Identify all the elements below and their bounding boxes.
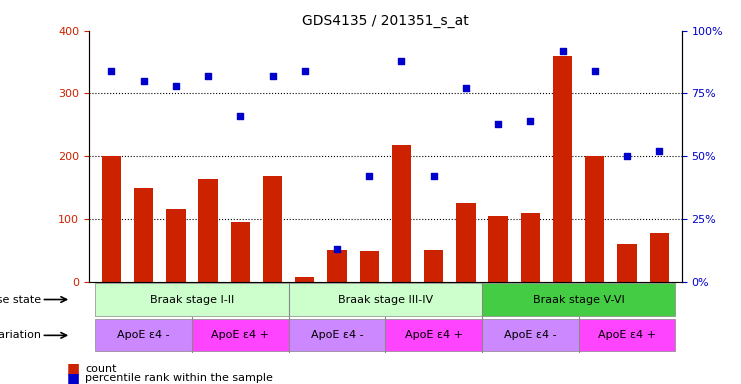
FancyBboxPatch shape bbox=[289, 283, 482, 316]
Text: ■: ■ bbox=[67, 362, 80, 376]
Text: ApoE ε4 +: ApoE ε4 + bbox=[211, 330, 269, 340]
Point bbox=[363, 173, 375, 179]
Point bbox=[396, 58, 408, 64]
FancyBboxPatch shape bbox=[579, 319, 675, 351]
Text: ApoE ε4 -: ApoE ε4 - bbox=[310, 330, 363, 340]
Point bbox=[525, 118, 536, 124]
Point bbox=[460, 85, 472, 91]
Text: Braak stage I-II: Braak stage I-II bbox=[150, 295, 234, 305]
Text: Braak stage V-VI: Braak stage V-VI bbox=[533, 295, 625, 305]
Text: Braak stage III-IV: Braak stage III-IV bbox=[338, 295, 433, 305]
FancyBboxPatch shape bbox=[482, 319, 579, 351]
Bar bbox=[392, 145, 411, 281]
Point bbox=[556, 48, 568, 54]
Bar bbox=[199, 179, 218, 281]
FancyBboxPatch shape bbox=[96, 319, 192, 351]
Point bbox=[267, 73, 279, 79]
Bar bbox=[166, 210, 185, 281]
Text: ApoE ε4 +: ApoE ε4 + bbox=[405, 330, 462, 340]
FancyBboxPatch shape bbox=[385, 319, 482, 351]
Bar bbox=[650, 233, 669, 281]
FancyBboxPatch shape bbox=[289, 319, 385, 351]
Point bbox=[331, 246, 343, 252]
Text: count: count bbox=[85, 364, 117, 374]
Point bbox=[589, 68, 601, 74]
Text: ApoE ε4 +: ApoE ε4 + bbox=[598, 330, 656, 340]
Bar bbox=[102, 156, 121, 281]
Bar bbox=[424, 250, 443, 281]
Bar bbox=[230, 222, 250, 281]
Point bbox=[428, 173, 439, 179]
Bar bbox=[585, 156, 605, 281]
Text: ■: ■ bbox=[67, 371, 80, 384]
Bar bbox=[488, 216, 508, 281]
Text: genotype/variation: genotype/variation bbox=[0, 330, 41, 340]
Bar bbox=[328, 250, 347, 281]
Bar bbox=[456, 203, 476, 281]
Point bbox=[299, 68, 310, 74]
Point bbox=[170, 83, 182, 89]
Bar bbox=[263, 176, 282, 281]
Bar bbox=[359, 252, 379, 281]
Text: disease state: disease state bbox=[0, 295, 41, 305]
Point bbox=[138, 78, 150, 84]
Bar bbox=[295, 276, 314, 281]
Text: ApoE ε4 -: ApoE ε4 - bbox=[117, 330, 170, 340]
Bar bbox=[553, 56, 572, 281]
Text: ApoE ε4 -: ApoE ε4 - bbox=[504, 330, 556, 340]
Point bbox=[234, 113, 246, 119]
Point bbox=[202, 73, 214, 79]
Text: percentile rank within the sample: percentile rank within the sample bbox=[85, 373, 273, 383]
Bar bbox=[617, 244, 637, 281]
FancyBboxPatch shape bbox=[96, 283, 289, 316]
FancyBboxPatch shape bbox=[482, 283, 675, 316]
Bar bbox=[134, 187, 153, 281]
Bar bbox=[521, 213, 540, 281]
Point bbox=[621, 153, 633, 159]
Title: GDS4135 / 201351_s_at: GDS4135 / 201351_s_at bbox=[302, 14, 469, 28]
Point bbox=[492, 121, 504, 127]
Point bbox=[105, 68, 117, 74]
FancyBboxPatch shape bbox=[192, 319, 289, 351]
Point bbox=[654, 148, 665, 154]
